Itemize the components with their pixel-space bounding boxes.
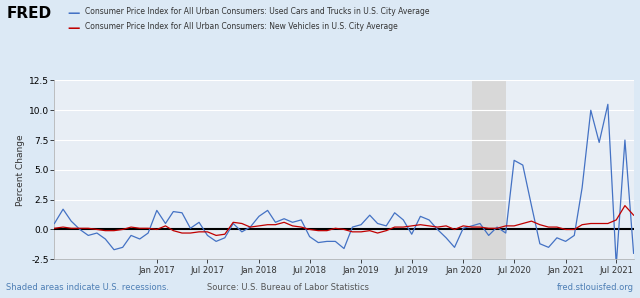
Text: Source: U.S. Bureau of Labor Statistics: Source: U.S. Bureau of Labor Statistics [207, 283, 369, 292]
Text: Shaded areas indicate U.S. recessions.: Shaded areas indicate U.S. recessions. [6, 283, 170, 292]
Text: FRED: FRED [6, 6, 52, 21]
Text: —: — [67, 22, 79, 35]
Y-axis label: Percent Change: Percent Change [15, 134, 24, 206]
Bar [472, 80, 506, 259]
Text: —: — [67, 7, 79, 21]
Text: Consumer Price Index for All Urban Consumers: New Vehicles in U.S. City Average: Consumer Price Index for All Urban Consu… [85, 22, 398, 31]
Text: Consumer Price Index for All Urban Consumers: Used Cars and Trucks in U.S. City : Consumer Price Index for All Urban Consu… [85, 7, 429, 16]
Text: fred.stlouisfed.org: fred.stlouisfed.org [557, 283, 634, 292]
